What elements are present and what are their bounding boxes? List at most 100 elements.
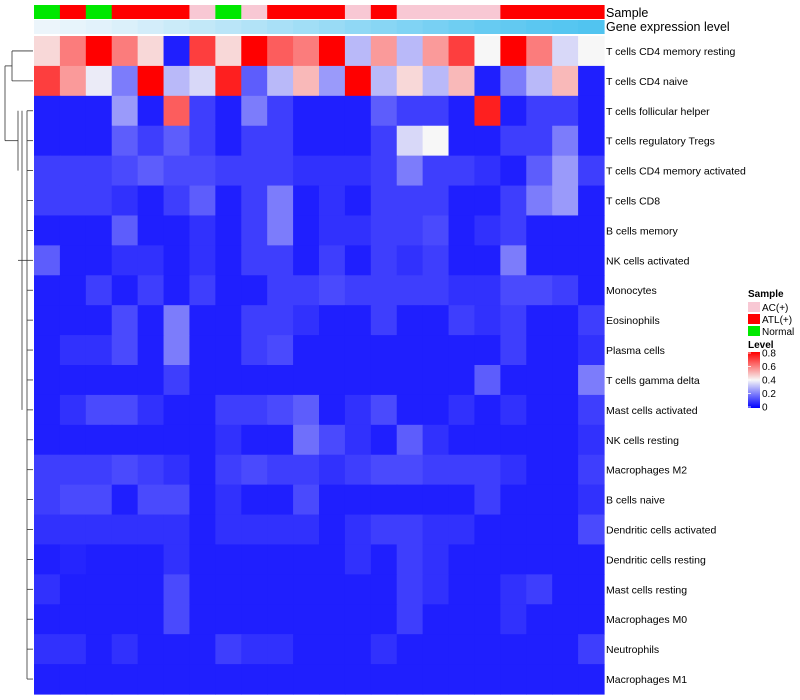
sample-annotation-cell xyxy=(163,5,191,19)
heatmap-cell xyxy=(189,215,216,246)
heatmap-cell xyxy=(319,604,346,635)
heatmap-cell xyxy=(319,484,346,516)
expression-annotation-cell xyxy=(241,20,268,34)
heatmap-cell xyxy=(474,394,501,426)
heatmap-cell xyxy=(319,95,346,127)
heatmap-cell xyxy=(59,484,87,516)
heatmap-cell xyxy=(344,544,372,575)
heatmap-cell xyxy=(552,125,579,157)
heatmap-cell xyxy=(85,544,113,575)
heatmap-cell xyxy=(111,664,139,695)
heatmap-cell xyxy=(241,514,268,546)
heatmap-cell xyxy=(85,245,113,276)
heatmap-cell xyxy=(111,424,139,456)
heatmap-cell xyxy=(396,604,424,635)
heatmap-cell xyxy=(319,275,346,306)
heatmap-cell xyxy=(500,484,527,516)
heatmap-cell xyxy=(396,454,424,486)
heatmap-cell xyxy=(293,95,320,127)
heatmap-cell xyxy=(370,544,398,575)
level-colorbar-ticks: 0.8 0.6 0.4 0.2 0 xyxy=(748,349,776,414)
row-label: Monocytes xyxy=(606,285,657,297)
heatmap-cell xyxy=(163,424,191,456)
heatmap-cell xyxy=(111,155,139,187)
heatmap-cell xyxy=(500,125,527,157)
heatmap-cell xyxy=(396,574,424,605)
row-labels: T cells CD4 memory resting T cells CD4 na… xyxy=(606,46,746,686)
heatmap-cell xyxy=(344,335,372,366)
heatmap-cell xyxy=(370,65,398,97)
heatmap-cell xyxy=(267,604,294,635)
heatmap-cell xyxy=(526,155,553,187)
row-label: T cells CD8 xyxy=(606,196,660,208)
heatmap-cell xyxy=(241,185,268,217)
heatmap-cell xyxy=(474,245,501,276)
heatmap-cell xyxy=(526,574,553,605)
heatmap-cell xyxy=(422,484,450,516)
heatmap-cell xyxy=(526,36,553,67)
heatmap-cell xyxy=(137,454,165,486)
heatmap-cell xyxy=(448,215,476,246)
heatmap-cell xyxy=(500,514,527,546)
heatmap-cell xyxy=(34,664,61,695)
heatmap-cell xyxy=(85,454,113,486)
heatmap-cell xyxy=(293,664,320,695)
heatmap-cell xyxy=(448,36,476,67)
heatmap-cell xyxy=(241,36,268,67)
heatmap-cell xyxy=(34,604,61,635)
heatmap-cell xyxy=(34,514,61,546)
heatmap-cell xyxy=(59,95,87,127)
heatmap-cell xyxy=(215,484,242,516)
expression-annotation-cell xyxy=(163,20,191,34)
heatmap-cell xyxy=(422,454,450,486)
heatmap-cell xyxy=(267,275,294,306)
heatmap-cell xyxy=(137,305,165,336)
heatmap-cell xyxy=(319,514,346,546)
heatmap-cell xyxy=(474,574,501,605)
heatmap-cell xyxy=(578,185,605,217)
heatmap-cell xyxy=(500,454,527,486)
heatmap-cell xyxy=(267,36,294,67)
heatmap-cell xyxy=(396,65,424,97)
expression-annotation-cell xyxy=(189,20,216,34)
heatmap-cell xyxy=(137,394,165,426)
heatmap-cell xyxy=(111,604,139,635)
heatmap-cell xyxy=(215,454,242,486)
heatmap-cell xyxy=(59,155,87,187)
heatmap-cell xyxy=(189,365,216,396)
heatmap-cell xyxy=(396,245,424,276)
heatmap-cell xyxy=(163,394,191,426)
heatmap-cell xyxy=(163,335,191,366)
heatmap-cell xyxy=(59,394,87,426)
heatmap-cell xyxy=(293,604,320,635)
heatmap-cell xyxy=(344,664,372,695)
heatmap-cell xyxy=(59,215,87,246)
heatmap-cell xyxy=(370,155,398,187)
heatmap-cell xyxy=(344,215,372,246)
heatmap-cell xyxy=(189,185,216,217)
heatmap-cell xyxy=(552,634,579,665)
heatmap-cell xyxy=(370,514,398,546)
heatmap-cell xyxy=(500,155,527,187)
heatmap-cell xyxy=(85,65,113,97)
heatmap-cell xyxy=(111,215,139,246)
row-label: Dendritic cells activated xyxy=(606,525,716,537)
row-label: B cells naive xyxy=(606,495,665,507)
heatmap-cell xyxy=(396,424,424,456)
row-label: Macrophages M2 xyxy=(606,465,687,477)
heatmap-cell xyxy=(241,65,268,97)
heatmap-cell xyxy=(319,215,346,246)
heatmap-cell xyxy=(59,604,87,635)
heatmap-cell xyxy=(526,335,553,366)
heatmap-cell xyxy=(137,424,165,456)
heatmap-cell xyxy=(396,484,424,516)
heatmap-cell xyxy=(422,95,450,127)
heatmap-cell xyxy=(215,305,242,336)
heatmap-cell xyxy=(59,245,87,276)
heatmap-cell xyxy=(448,65,476,97)
heatmap-cell xyxy=(474,36,501,67)
heatmap-cell xyxy=(526,365,553,396)
heatmap-cell xyxy=(189,544,216,575)
heatmap-cell xyxy=(552,604,579,635)
heatmap-cell xyxy=(34,335,61,366)
